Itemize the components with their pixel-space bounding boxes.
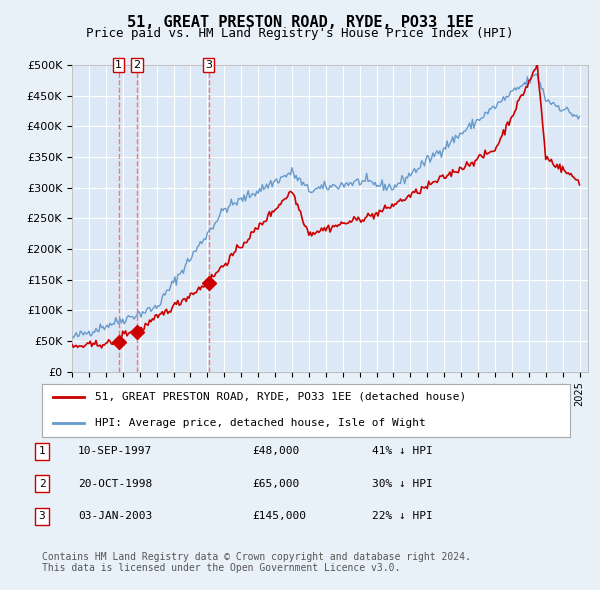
Text: 41% ↓ HPI: 41% ↓ HPI [372, 447, 433, 456]
Text: 22% ↓ HPI: 22% ↓ HPI [372, 512, 433, 521]
Text: 51, GREAT PRESTON ROAD, RYDE, PO33 1EE (detached house): 51, GREAT PRESTON ROAD, RYDE, PO33 1EE (… [95, 392, 466, 402]
Text: 3: 3 [38, 512, 46, 521]
Text: Price paid vs. HM Land Registry's House Price Index (HPI): Price paid vs. HM Land Registry's House … [86, 27, 514, 40]
Text: 3: 3 [205, 60, 212, 70]
Text: This data is licensed under the Open Government Licence v3.0.: This data is licensed under the Open Gov… [42, 563, 400, 573]
Text: 1: 1 [38, 447, 46, 456]
Text: 2: 2 [133, 60, 140, 70]
Text: 03-JAN-2003: 03-JAN-2003 [78, 512, 152, 521]
Text: £145,000: £145,000 [252, 512, 306, 521]
Text: 30% ↓ HPI: 30% ↓ HPI [372, 479, 433, 489]
Text: Contains HM Land Registry data © Crown copyright and database right 2024.: Contains HM Land Registry data © Crown c… [42, 552, 471, 562]
Text: £48,000: £48,000 [252, 447, 299, 456]
Text: 2: 2 [38, 479, 46, 489]
Text: 10-SEP-1997: 10-SEP-1997 [78, 447, 152, 456]
Text: 51, GREAT PRESTON ROAD, RYDE, PO33 1EE: 51, GREAT PRESTON ROAD, RYDE, PO33 1EE [127, 15, 473, 30]
Text: 1: 1 [115, 60, 122, 70]
Text: HPI: Average price, detached house, Isle of Wight: HPI: Average price, detached house, Isle… [95, 418, 425, 428]
Text: 20-OCT-1998: 20-OCT-1998 [78, 479, 152, 489]
Text: £65,000: £65,000 [252, 479, 299, 489]
